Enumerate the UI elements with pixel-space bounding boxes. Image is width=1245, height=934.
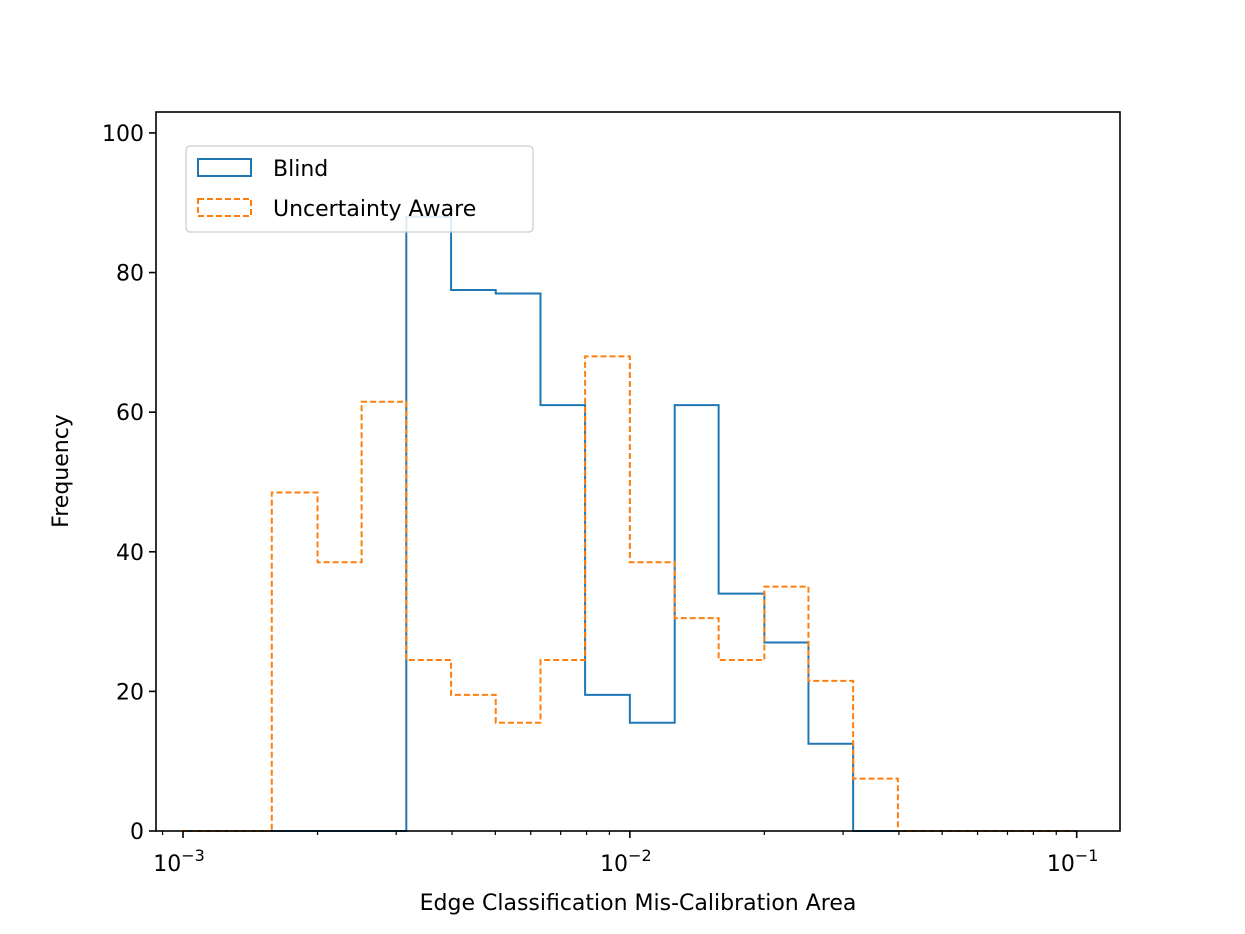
y-tick-label: 40 <box>116 541 144 566</box>
y-tick-label: 20 <box>116 680 144 705</box>
x-axis-label: Edge Classification Mis-Calibration Area <box>420 891 857 916</box>
y-tick-label: 0 <box>130 820 144 845</box>
y-tick-label: 80 <box>116 262 144 287</box>
legend-swatch-blind <box>197 158 252 177</box>
legend-label-uncertainty-aware: Uncertainty Aware <box>273 197 476 222</box>
series-blind-histogram <box>183 215 1077 832</box>
x-tick-label: 10−3 <box>153 846 205 877</box>
legend: Blind Uncertainty Aware <box>185 145 534 233</box>
y-tick-label: 60 <box>116 401 144 426</box>
x-tick-label: 10−1 <box>1047 846 1099 877</box>
plot-area-frame <box>155 111 1121 832</box>
legend-swatch-uncertainty-aware <box>197 198 252 217</box>
ticks-layer: 0 20 40 60 80 100 10−3 10−2 10−1 <box>102 122 1098 877</box>
series-layer <box>183 215 1077 832</box>
y-tick-label: 100 <box>102 122 144 147</box>
x-tick-label: 10−2 <box>600 846 652 877</box>
legend-box <box>185 145 534 233</box>
y-axis-label: Frequency <box>49 414 74 528</box>
series-uncertainty-aware-histogram <box>183 355 1077 832</box>
legend-label-blind: Blind <box>273 157 328 182</box>
